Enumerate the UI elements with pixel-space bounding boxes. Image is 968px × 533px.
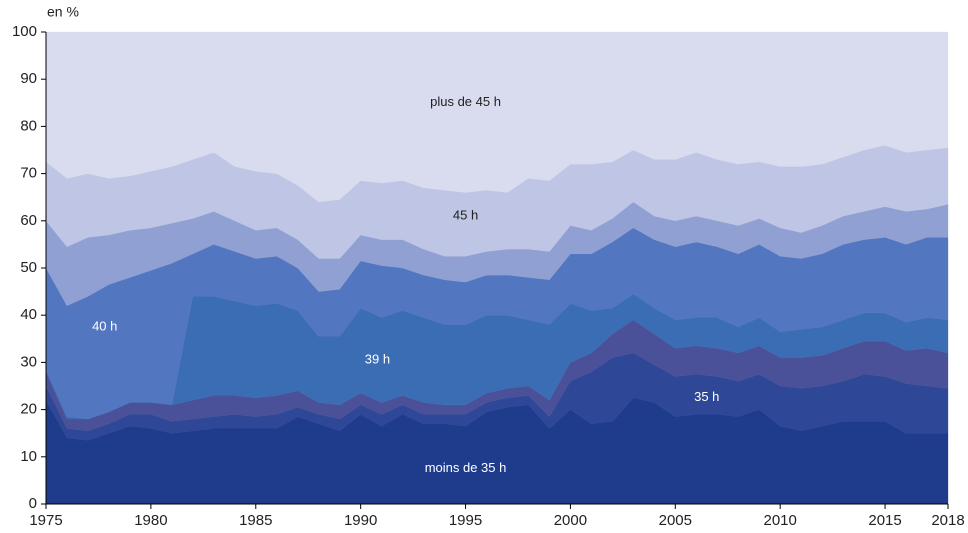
x-tick-label: 1990 — [344, 512, 377, 529]
y-tick-label: 10 — [20, 448, 37, 465]
y-tick-label: 80 — [20, 117, 37, 134]
x-tick-label: 2010 — [763, 512, 796, 529]
y-tick-label: 20 — [20, 401, 37, 418]
y-tick-label: 70 — [20, 165, 37, 182]
y-tick-label: 60 — [20, 212, 37, 229]
x-tick-label: 1980 — [134, 512, 167, 529]
series-label: 35 h — [694, 389, 719, 404]
y-tick-label: 40 — [20, 306, 37, 323]
x-tick-label: 2015 — [868, 512, 901, 529]
series-label: 39 h — [365, 351, 390, 366]
x-tick-label: 1985 — [239, 512, 272, 529]
y-tick-label: 30 — [20, 353, 37, 370]
x-tick-label: 1975 — [29, 512, 62, 529]
series-label: 45 h — [453, 208, 478, 223]
y-tick-label: 0 — [29, 495, 37, 512]
x-tick-label: 1995 — [449, 512, 482, 529]
y-tick-label: 90 — [20, 70, 37, 87]
x-tick-label: 2018 — [931, 512, 964, 529]
y-axis-label: en % — [47, 4, 79, 20]
series-label: plus de 45 h — [430, 94, 501, 109]
x-tick-label: 2005 — [659, 512, 692, 529]
x-tick-label: 2000 — [554, 512, 587, 529]
y-tick-label: 100 — [12, 23, 37, 40]
area — [45, 31, 949, 203]
series-label: 40 h — [92, 318, 117, 333]
series-label: moins de 35 h — [425, 460, 507, 475]
y-tick-label: 50 — [20, 259, 37, 276]
